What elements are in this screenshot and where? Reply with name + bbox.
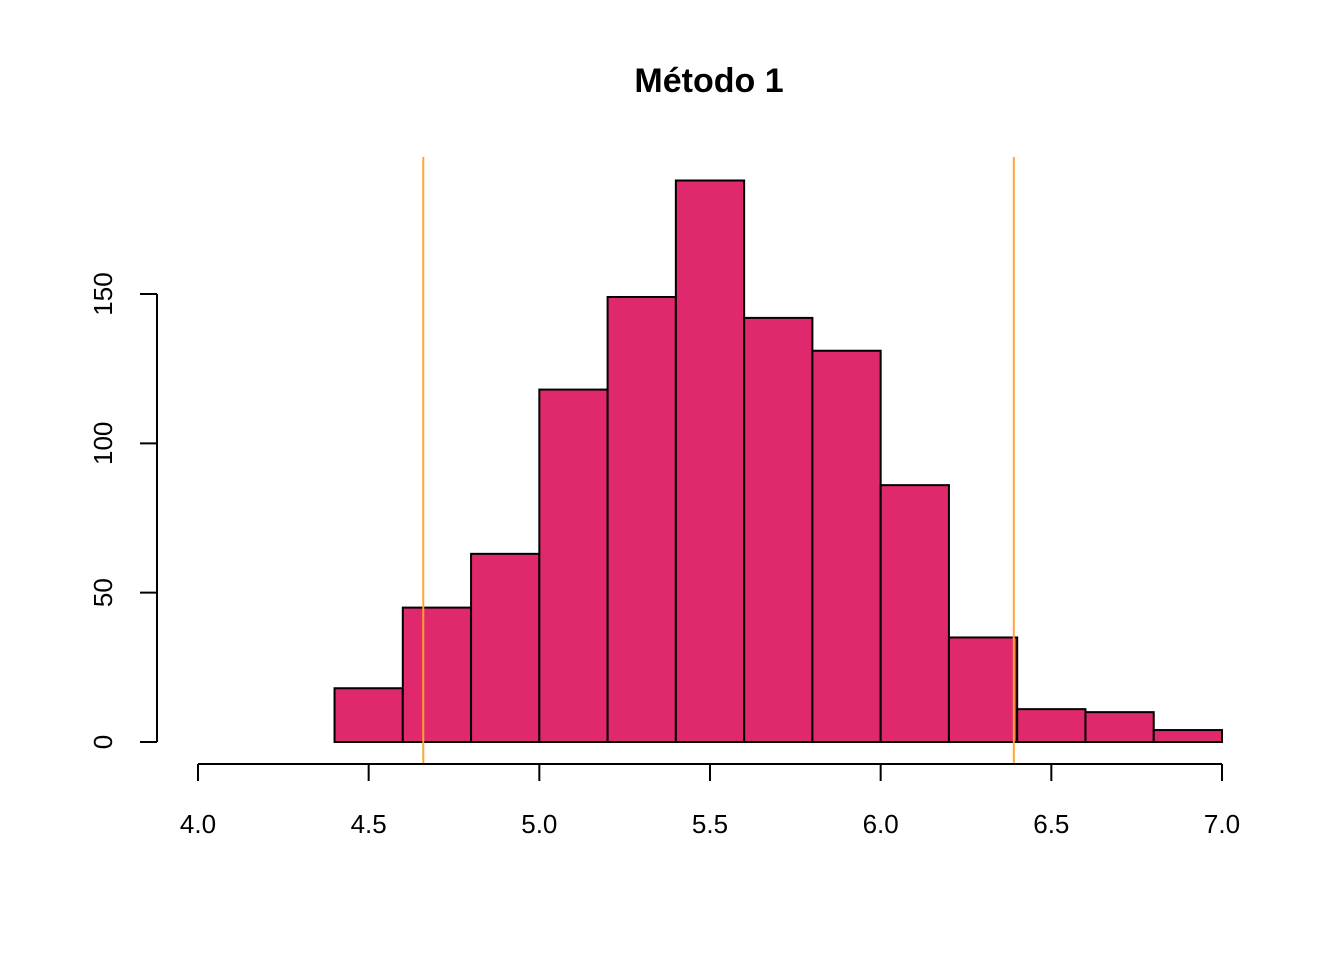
histogram-bar [538,388,609,743]
histogram-bar [401,606,473,743]
x-tick-label: 5.0 [521,809,557,839]
x-tick-label: 4.0 [180,809,216,839]
x-tick-label: 4.5 [351,809,387,839]
bars-group [333,179,1223,744]
histogram-bar [947,636,1019,744]
y-tick-label: 50 [88,578,118,607]
y-tick-label: 0 [88,735,118,749]
histogram-bar [879,484,950,743]
histogram-bar [606,295,677,743]
histogram-bar [1084,711,1155,744]
histogram-bar [674,179,746,744]
chart-title: Método 1 [634,62,783,100]
y-axis: 0 50 100 150 [88,272,158,749]
y-tick-label: 100 [88,422,118,465]
x-tick-label: 6.5 [1033,809,1069,839]
y-tick-label: 150 [88,272,118,315]
x-tick-label: 7.0 [1204,809,1240,839]
histogram-bar [811,349,882,743]
reference-lines-group [422,157,1015,764]
x-tick-label: 5.5 [692,809,728,839]
histogram-bar [333,687,404,743]
x-axis: 4.0 4.5 5.0 5.5 6.0 6.5 7.0 [180,763,1240,839]
x-tick-label: 6.0 [863,809,899,839]
histogram-bar [470,552,541,744]
histogram-bar [743,316,814,743]
histogram-bar [1016,708,1087,743]
histogram-bar [1152,729,1223,744]
